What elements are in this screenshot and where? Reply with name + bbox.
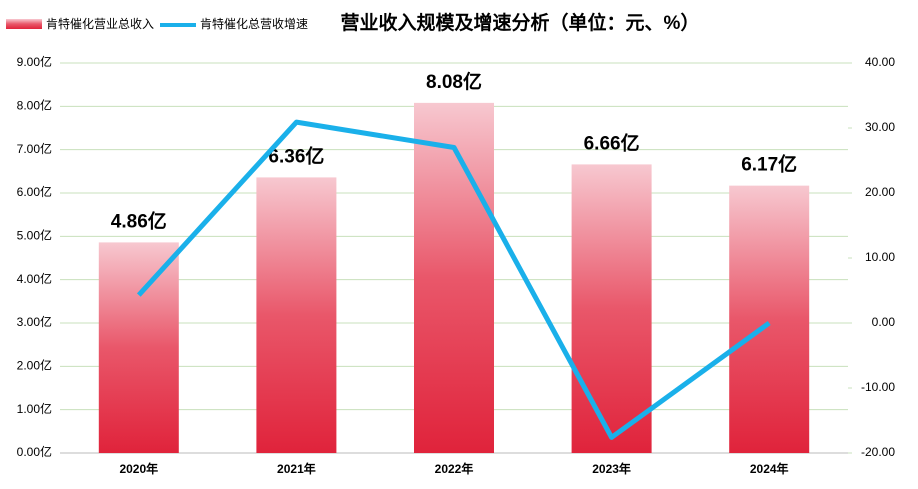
- y-tick-label: 5.00亿: [17, 228, 52, 243]
- data-label: 6.66亿: [584, 131, 640, 154]
- y2-tick-label: -10.00: [861, 380, 895, 394]
- legend-label: 肯特催化营业总收入: [46, 16, 154, 31]
- y-tick-label: 1.00亿: [17, 401, 52, 416]
- y-tick-label: 4.00亿: [17, 271, 52, 286]
- line: [136, 119, 771, 440]
- y-tick-label: 7.00亿: [17, 141, 52, 156]
- bar: [414, 102, 494, 453]
- y-tick-label: 0.00亿: [17, 444, 52, 459]
- bar: [256, 177, 337, 453]
- y2-tick-label: 20.00: [865, 185, 895, 199]
- y-tick-label: 2.00亿: [17, 358, 52, 373]
- data-label: 8.08亿: [426, 70, 482, 93]
- x-tick-label: 2023年: [592, 461, 631, 476]
- x-tick-label: 2020年: [119, 461, 158, 476]
- y-tick-label: 9.00亿: [17, 54, 52, 69]
- data-label: 4.86亿: [111, 209, 167, 232]
- data-label: 6.36亿: [268, 144, 324, 167]
- bar: [571, 164, 652, 453]
- bar: [98, 242, 179, 453]
- data-label: 6.17亿: [741, 153, 797, 176]
- y-tick-label: 3.00亿: [17, 314, 52, 329]
- y2-tick-label: 10.00: [865, 250, 895, 264]
- y-tick-label: 6.00亿: [17, 184, 52, 199]
- y2-tick-label: -20.00: [861, 445, 895, 459]
- x-tick-label: 2022年: [435, 461, 474, 476]
- x-tick-label: 2021年: [277, 461, 316, 476]
- bar: [729, 185, 810, 453]
- y2-tick-label: 30.00: [865, 120, 895, 134]
- legend-swatch: [6, 19, 42, 29]
- x-tick-label: 2024年: [750, 461, 789, 476]
- y-tick-label: 8.00亿: [17, 98, 52, 113]
- y2-tick-label: 0.00: [872, 315, 896, 329]
- chart-title: 营业收入规模及增速分析（单位：元、%）: [341, 11, 700, 34]
- legend-label: 肯特催化总营收增速: [200, 16, 308, 31]
- y2-tick-label: 40.00: [865, 55, 895, 69]
